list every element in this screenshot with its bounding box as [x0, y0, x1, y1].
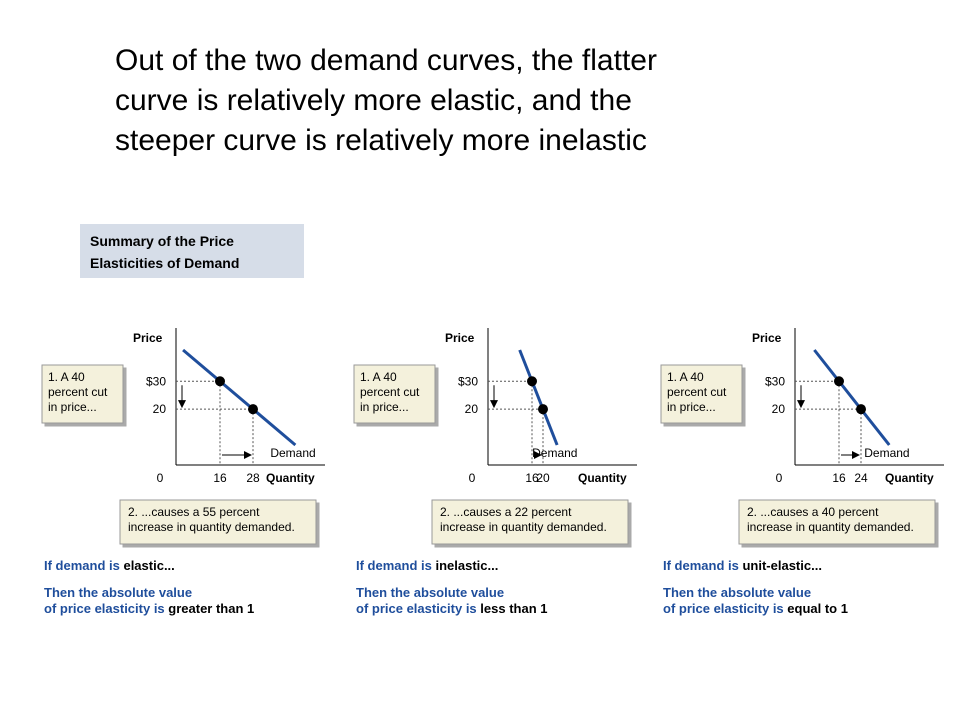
- point: [527, 376, 537, 387]
- caption-emphasis: equal to 1: [787, 601, 848, 616]
- caption-text: of price elasticity is: [663, 601, 787, 616]
- annotation-text: in price...: [667, 400, 716, 414]
- annotation-text: 1. A 40: [48, 370, 85, 384]
- x-tick-label: 24: [854, 471, 868, 485]
- caption-text: of price elasticity is: [356, 601, 480, 616]
- caption: of price elasticity is greater than 1: [44, 601, 254, 616]
- y-tick-label: 20: [465, 402, 479, 416]
- y-axis-label: Price: [133, 331, 163, 345]
- x-axis-label: Quantity: [885, 471, 934, 485]
- caption: of price elasticity is equal to 1: [663, 601, 848, 616]
- caption-text: If demand is: [356, 558, 435, 573]
- point: [248, 404, 258, 415]
- summary-box: [80, 224, 304, 278]
- annotation-text: increase in quantity demanded.: [128, 520, 295, 534]
- caption: Then the absolute value: [663, 585, 811, 600]
- annotation-text: in price...: [360, 400, 409, 414]
- demand-extension: [182, 348, 221, 383]
- x-axis-label: Quantity: [266, 471, 315, 485]
- annotation-box: [660, 364, 743, 424]
- annotation-box: [738, 499, 936, 545]
- summary-line: Summary of the Price: [90, 233, 234, 249]
- caption-text: If demand is: [663, 558, 742, 573]
- x-tick-label: 28: [246, 471, 260, 485]
- x-tick-label: 20: [536, 471, 550, 485]
- annotation-text: 1. A 40: [667, 370, 704, 384]
- annotation-box: [431, 499, 629, 545]
- caption-emphasis: inelastic...: [435, 558, 498, 573]
- caption-emphasis: greater than 1: [168, 601, 254, 616]
- y-axis-label: Price: [445, 331, 475, 345]
- annotation-text: percent cut: [667, 385, 727, 399]
- annotation-text: 2. ...causes a 22 percent: [440, 505, 572, 519]
- annotation-text: increase in quantity demanded.: [747, 520, 914, 534]
- caption-text: If demand is: [44, 558, 123, 573]
- point: [834, 376, 844, 387]
- demand-extension: [518, 349, 534, 382]
- caption: Then the absolute value: [44, 585, 192, 600]
- point: [856, 404, 866, 415]
- demand-extension: [859, 408, 891, 446]
- point: [215, 376, 225, 387]
- demand-extension: [541, 408, 559, 446]
- x-tick-label: 0: [469, 471, 476, 485]
- caption: If demand is inelastic...: [356, 558, 498, 573]
- annotation-text: increase in quantity demanded.: [440, 520, 607, 534]
- annotation-box: [353, 364, 436, 424]
- y-tick-label: $30: [765, 374, 785, 388]
- x-tick-label: 0: [776, 471, 783, 485]
- legend-label: Demand: [270, 446, 315, 460]
- x-tick-label: 0: [157, 471, 164, 485]
- demand-line: [837, 380, 863, 411]
- title-line: curve is relatively more elastic, and th…: [115, 84, 632, 117]
- x-tick-label: 16: [525, 471, 539, 485]
- caption: Then the absolute value: [356, 585, 504, 600]
- annotation-text: in price...: [48, 400, 97, 414]
- caption-emphasis: elastic...: [123, 558, 174, 573]
- annotation-text: 1. A 40: [360, 370, 397, 384]
- summary-line: Elasticities of Demand: [90, 255, 239, 271]
- point: [538, 404, 548, 415]
- annotation-text: percent cut: [360, 385, 420, 399]
- demand-line: [219, 380, 254, 411]
- caption: If demand is unit-elastic...: [663, 558, 822, 573]
- x-tick-label: 16: [213, 471, 227, 485]
- annotation-box: [119, 499, 317, 545]
- annotation-box: [41, 364, 124, 424]
- x-axis-label: Quantity: [578, 471, 627, 485]
- y-tick-label: $30: [146, 374, 166, 388]
- caption: of price elasticity is less than 1: [356, 601, 547, 616]
- y-tick-label: 20: [153, 402, 167, 416]
- annotation-text: 2. ...causes a 55 percent: [128, 505, 260, 519]
- title-line: Out of the two demand curves, the flatte…: [115, 44, 657, 77]
- legend-label: Demand: [864, 446, 909, 460]
- caption-emphasis: less than 1: [480, 601, 547, 616]
- title-line: steeper curve is relatively more inelast…: [115, 124, 647, 157]
- demand-line: [530, 380, 545, 410]
- y-axis-label: Price: [752, 331, 782, 345]
- legend-label: Demand: [532, 446, 577, 460]
- caption-emphasis: unit-elastic...: [742, 558, 821, 573]
- caption-text: of price elasticity is: [44, 601, 168, 616]
- caption: If demand is elastic...: [44, 558, 175, 573]
- y-tick-label: 20: [772, 402, 786, 416]
- y-tick-label: $30: [458, 374, 478, 388]
- demand-extension: [813, 349, 841, 383]
- annotation-text: percent cut: [48, 385, 108, 399]
- demand-extension: [252, 408, 297, 447]
- annotation-text: 2. ...causes a 40 percent: [747, 505, 879, 519]
- x-tick-label: 16: [832, 471, 846, 485]
